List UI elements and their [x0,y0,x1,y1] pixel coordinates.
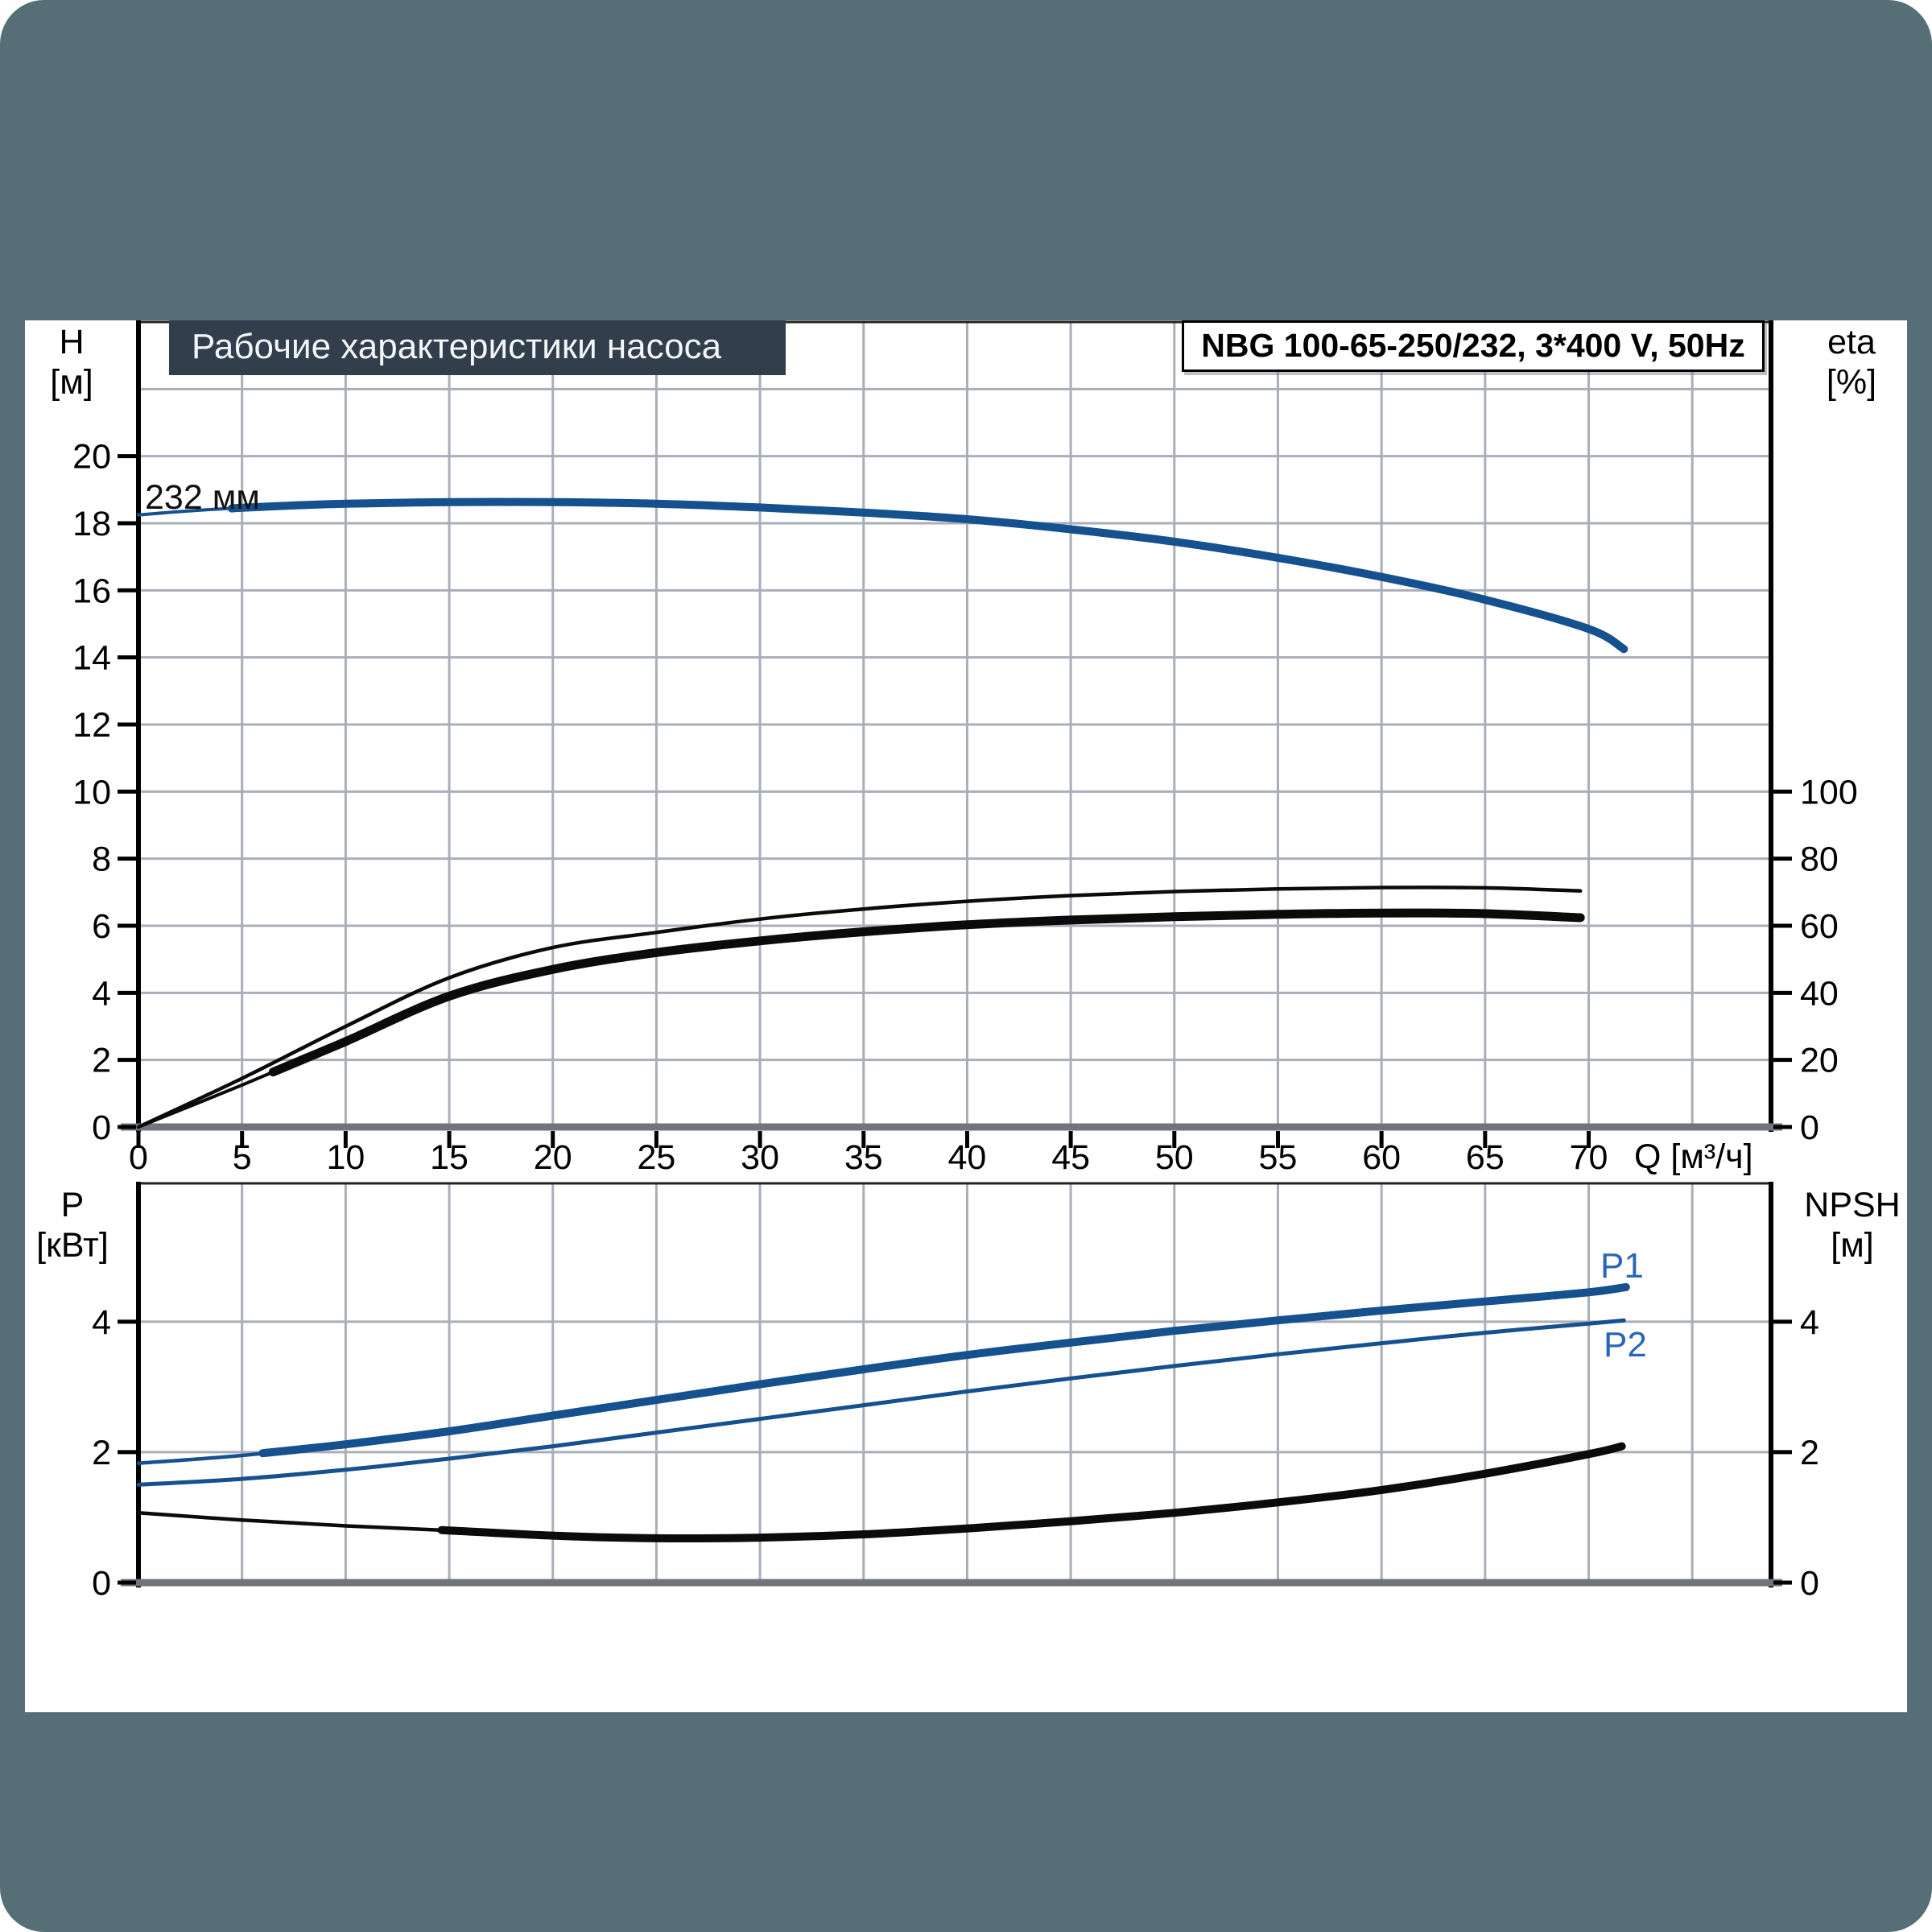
svg-text:10: 10 [326,1138,365,1177]
svg-text:30: 30 [741,1138,779,1177]
npsh-curve [437,1442,1626,1543]
top-chart: 0 5 10 15 20 25 30 35 40 45 50 55 60 65 70 0 2 4 6 8 10 12 14 1… [72,320,1858,1177]
svg-text:65: 65 [1466,1138,1505,1177]
svg-text:0: 0 [92,1108,111,1147]
plot-border [121,1182,1782,1587]
svg-text:100: 100 [1800,773,1858,811]
x-axis-ticks: 0 5 10 15 20 25 30 35 40 45 50 55 60 65 70 [129,1131,1608,1177]
svg-text:4: 4 [92,1303,111,1342]
chart-title: Рабочие характеристики насоса [192,327,722,366]
pump-model-box: NBG 100-65-250/232, 3*400 V, 50Hz [1182,320,1765,372]
p1-curve-label: P1 [1600,1246,1644,1286]
left-axis-ticks: 0 2 4 [92,1303,136,1603]
p2-curve-label: P2 [1604,1325,1647,1364]
impeller-diameter-label: 232 мм [145,478,260,517]
right-axis-ticks: 0 20 40 60 80 100 [1773,773,1858,1147]
svg-text:0: 0 [1800,1564,1819,1603]
svg-text:45: 45 [1051,1138,1090,1177]
svg-text:20: 20 [72,438,111,477]
chart-title-box: Рабочие характеристики насоса [169,320,786,375]
svg-text:25: 25 [637,1138,675,1177]
svg-text:40: 40 [948,1138,987,1177]
pump-model-text: NBG 100-65-250/232, 3*400 V, 50Hz [1201,327,1745,364]
svg-text:16: 16 [72,572,111,610]
svg-text:8: 8 [92,840,111,879]
p1-curve-lead [136,1285,1629,1465]
svg-text:4: 4 [92,974,111,1013]
svg-text:2: 2 [1800,1434,1819,1472]
svg-text:70: 70 [1570,1138,1608,1177]
npsh-axis-label: NPSH [м] [1804,1186,1901,1265]
left-axis-ticks: 0 2 4 6 8 10 12 14 16 18 20 [72,438,136,1147]
svg-text:15: 15 [430,1138,469,1177]
svg-text:18: 18 [72,505,111,543]
svg-text:0: 0 [1800,1108,1819,1147]
svg-text:40: 40 [1800,974,1839,1013]
q-axis-label: Q [м³/ч] [1634,1137,1753,1176]
svg-text:55: 55 [1259,1138,1298,1177]
svg-text:0: 0 [92,1564,111,1603]
svg-text:12: 12 [72,706,111,745]
eff_thin-curve [136,886,1583,1129]
svg-text:0: 0 [129,1138,148,1177]
plot-border [121,320,1782,1132]
p-axis-label: P [кВт] [36,1186,109,1265]
svg-text:20: 20 [534,1138,572,1177]
svg-text:14: 14 [72,639,111,678]
svg-text:20: 20 [1800,1042,1839,1080]
svg-text:2: 2 [92,1042,111,1080]
grid [138,322,1771,1127]
npsh-curve-lead [136,1444,1624,1541]
svg-text:4: 4 [1800,1303,1819,1342]
head-curve [227,497,1629,654]
right-axis-ticks: 0 2 4 [1773,1303,1819,1603]
svg-text:6: 6 [92,907,111,946]
p1-curve [258,1282,1630,1458]
eff_thick-curve [268,908,1585,1077]
svg-text:5: 5 [233,1138,252,1177]
svg-text:50: 50 [1155,1138,1194,1177]
h-axis-label: H [м] [50,323,93,402]
svg-text:60: 60 [1362,1138,1401,1177]
svg-text:10: 10 [72,773,111,811]
svg-text:35: 35 [844,1138,883,1177]
eta-axis-label: eta [%] [1826,323,1877,402]
svg-text:2: 2 [92,1434,111,1472]
p2-curve [136,1318,1626,1487]
svg-text:80: 80 [1800,840,1839,879]
svg-text:60: 60 [1800,907,1839,946]
grid [138,1183,1771,1583]
bottom-chart: 0 2 4 0 2 4 [92,1182,1819,1603]
